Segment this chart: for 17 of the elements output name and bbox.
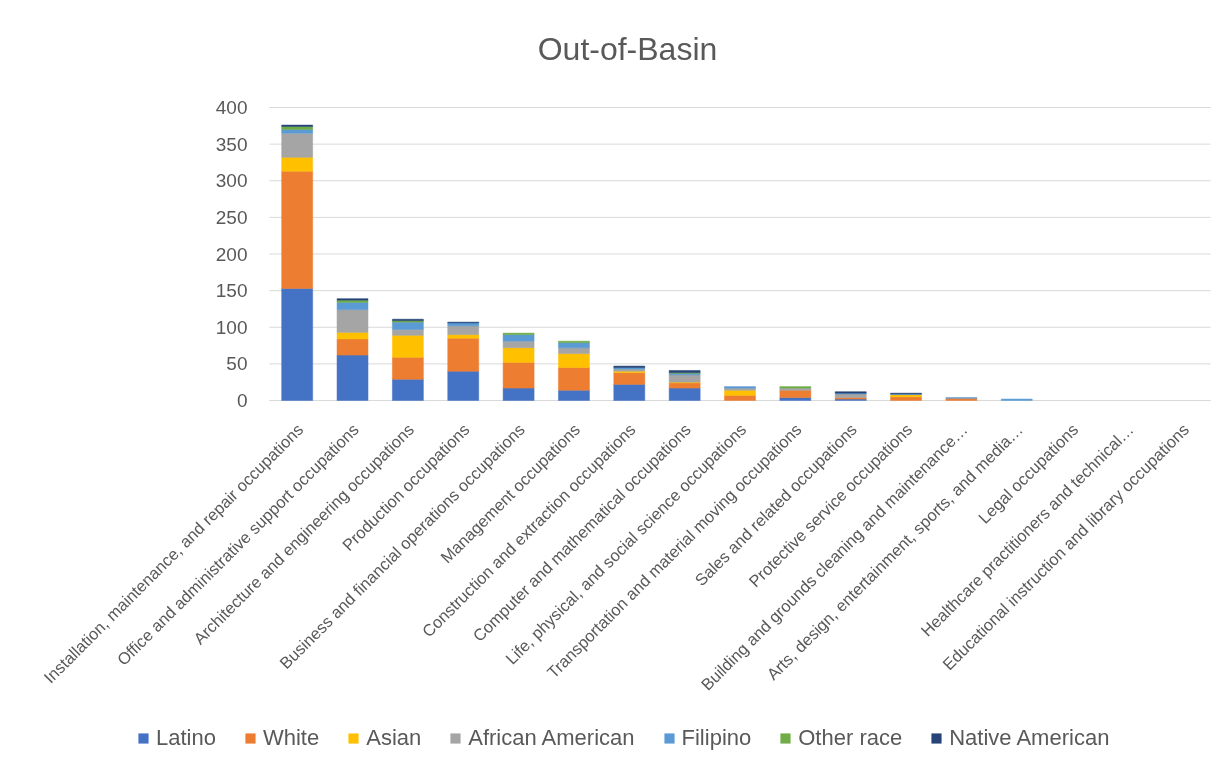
y-tick-label: 350 — [215, 133, 248, 155]
y-tick-label: 0 — [236, 390, 248, 411]
y-tick-label: 50 — [226, 353, 248, 375]
legend-label: Filipino — [681, 725, 752, 751]
legend-label: African American — [468, 725, 635, 751]
legend-label: White — [262, 725, 320, 751]
legend-label: Asian — [366, 725, 422, 751]
y-tick-label: 250 — [215, 206, 248, 228]
legend-label: Native American — [949, 725, 1110, 751]
y-tick-label: 100 — [215, 316, 248, 338]
y-tick-label: 150 — [215, 280, 248, 302]
y-tick-label: 400 — [215, 97, 248, 118]
legend-label: Other race — [798, 725, 903, 751]
y-tick-label: 300 — [215, 170, 248, 192]
legend-label: Latino — [156, 725, 216, 751]
y-tick-label: 200 — [215, 243, 248, 265]
chart-title: Out-of-Basin — [537, 30, 718, 67]
